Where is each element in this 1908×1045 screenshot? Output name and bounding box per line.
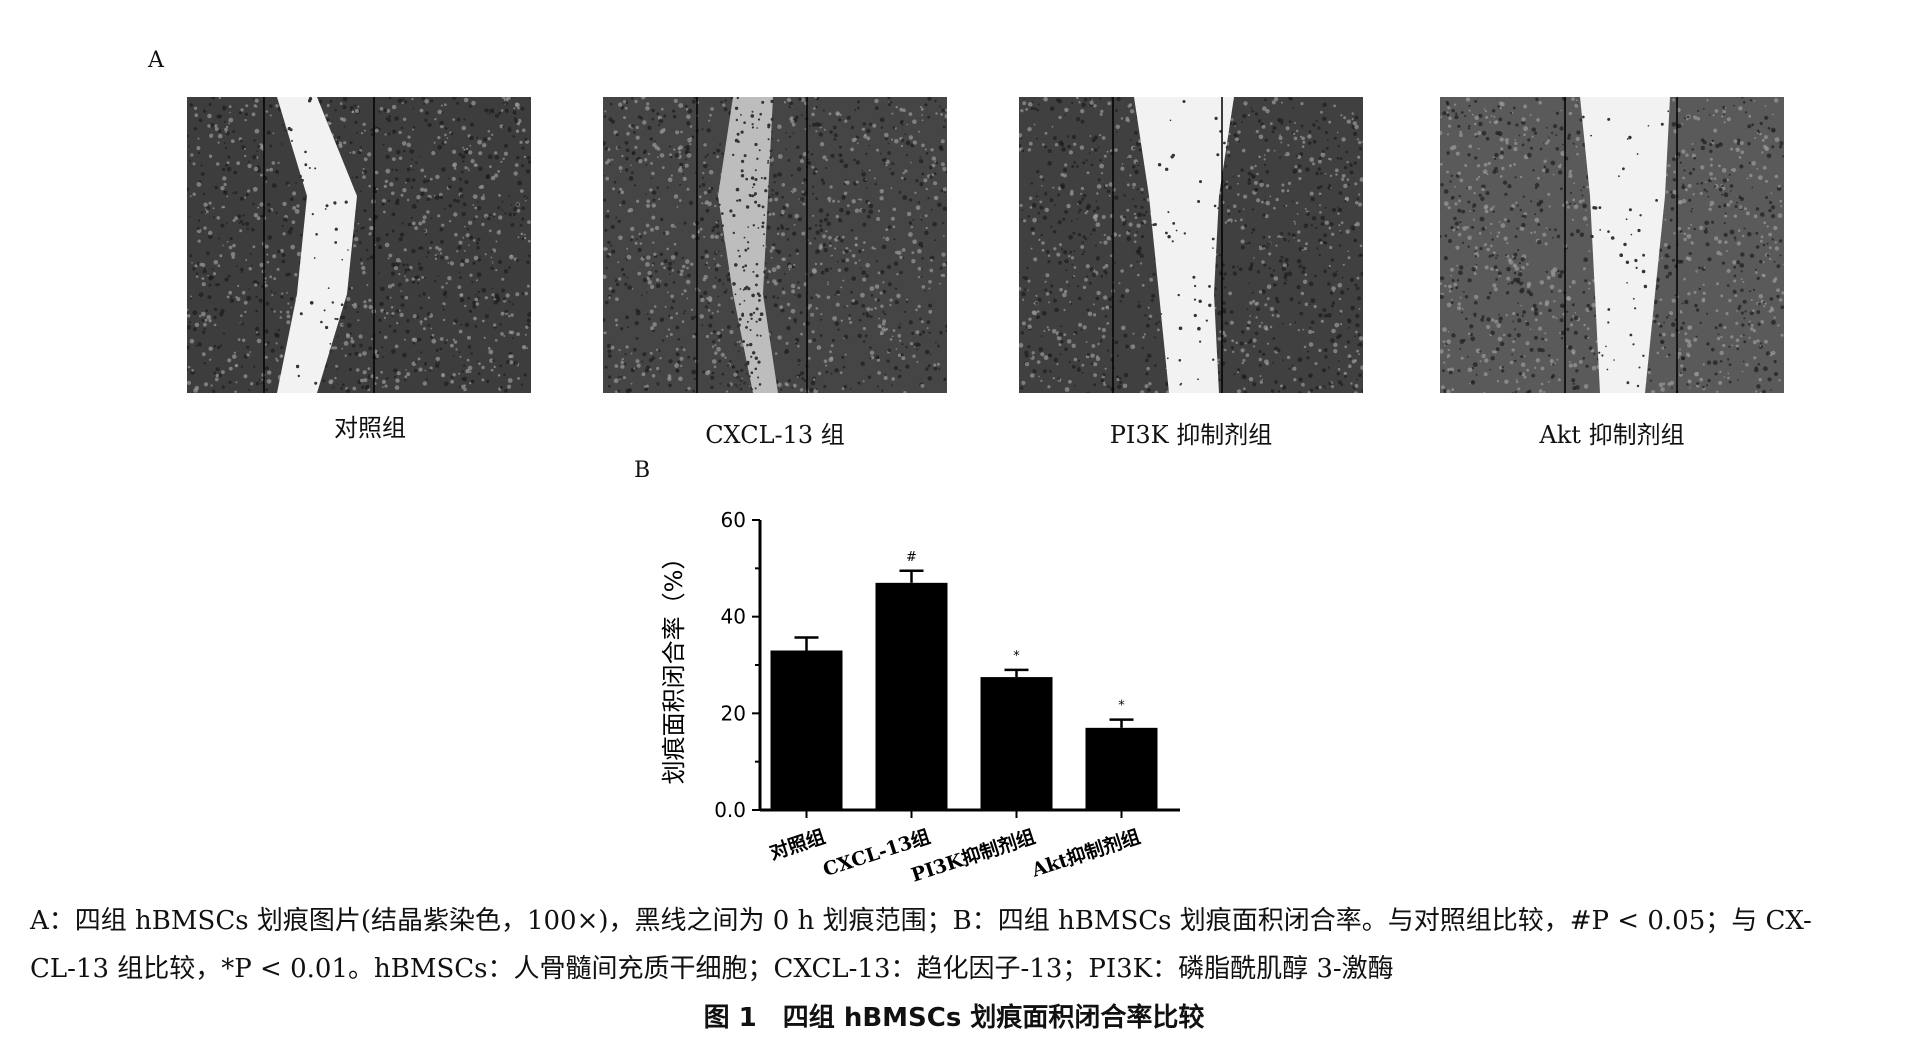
closure-rate-bar-chart: 0.0204060划痕面积闭合率（%）对照组#CXCL-13组*PI3K抑制剂组… (660, 508, 1180, 887)
figure-legend-line-1: A：四组 hBMSCs 划痕图片(结晶紫染色，100×)，黑线之间为 0 h 划… (30, 906, 1812, 936)
micrograph-control (187, 97, 531, 393)
bar (770, 650, 843, 810)
y-axis-title: 划痕面积闭合率（%） (660, 546, 688, 785)
bar (875, 582, 948, 810)
y-tick-label: 0.0 (714, 798, 746, 822)
y-tick-label: 60 (721, 508, 746, 532)
micrograph-akt-inhibitor (1440, 97, 1784, 393)
x-tick-label: Akt抑制剂组 (1028, 825, 1143, 882)
caption-control: 对照组 (334, 414, 406, 442)
x-tick-label: 对照组 (767, 825, 828, 864)
significance-mark: * (1013, 649, 1020, 664)
y-tick-label: 20 (721, 701, 746, 725)
figure-legend-line-2: CL-13 组比较，*P < 0.01。hBMSCs：人骨髓间充质干细胞；CXC… (30, 954, 1394, 984)
y-tick-label: 40 (721, 605, 746, 629)
caption-pi3k-inhibitor: PI3K 抑制剂组 (1109, 421, 1273, 449)
micrograph-cxcl13 (603, 97, 947, 393)
bar (980, 677, 1053, 810)
significance-mark: * (1118, 699, 1125, 714)
figure-title: 图 1 四组 hBMSCs 划痕面积闭合率比较 (703, 1003, 1205, 1033)
significance-mark: # (906, 550, 917, 565)
micrograph-pi3k-inhibitor (1019, 97, 1363, 393)
caption-akt-inhibitor: Akt 抑制剂组 (1539, 421, 1685, 449)
panel-a-label: A (148, 48, 164, 73)
panel-b-label: B (634, 458, 651, 483)
bar (1085, 727, 1158, 810)
caption-cxcl13: CXCL-13 组 (705, 421, 845, 449)
